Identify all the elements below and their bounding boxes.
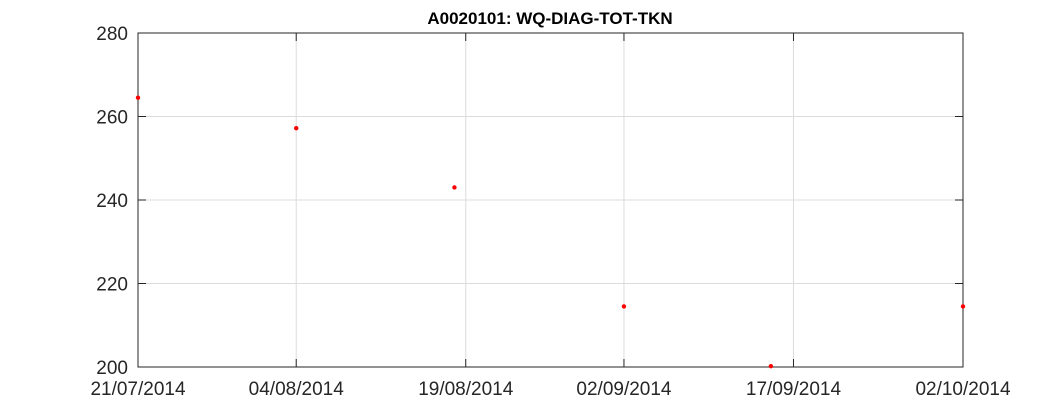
x-tick-label: 17/09/2014 xyxy=(746,379,842,400)
x-tick-label: 19/08/2014 xyxy=(418,379,514,400)
data-point xyxy=(960,304,966,309)
data-points xyxy=(135,95,966,369)
tick-marks xyxy=(137,32,964,368)
y-axis-tick-labels: 200 220 240 260 280 xyxy=(96,24,128,379)
data-point xyxy=(768,363,774,369)
y-tick-label: 280 xyxy=(96,24,128,45)
data-point xyxy=(621,304,627,309)
x-axis-tick-labels: 21/07/2014 04/08/2014 19/08/2014 02/09/2014… xyxy=(90,379,1011,400)
grid xyxy=(138,33,963,367)
chart-title: A0020101: WQ-DIAG-TOT-TKN xyxy=(427,9,672,28)
x-tick-label: 04/08/2014 xyxy=(249,379,345,400)
data-point xyxy=(452,185,457,190)
y-tick-label: 240 xyxy=(96,191,128,212)
y-tick-label: 220 xyxy=(96,275,128,296)
x-tick-label: 21/07/2014 xyxy=(90,379,186,400)
x-tick-label: 02/10/2014 xyxy=(915,379,1011,400)
y-tick-label: 260 xyxy=(96,108,128,129)
x-tick-label: 02/09/2014 xyxy=(576,379,672,400)
y-tick-label: 200 xyxy=(96,358,128,379)
data-point xyxy=(294,125,299,131)
data-point xyxy=(135,95,141,100)
